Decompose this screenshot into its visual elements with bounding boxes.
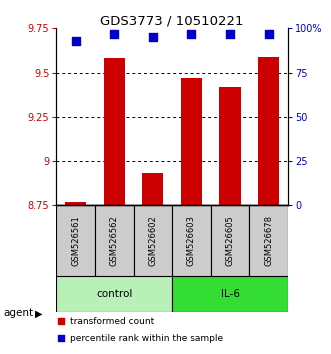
Text: GSM526603: GSM526603 (187, 215, 196, 266)
Text: ▶: ▶ (35, 308, 43, 318)
Point (58, 335, 64, 341)
Title: GDS3773 / 10510221: GDS3773 / 10510221 (100, 14, 244, 27)
Bar (258, 57, 279, 205)
Point (189, 31, 194, 36)
Text: GSM526561: GSM526561 (71, 215, 80, 266)
Point (73, 38, 78, 44)
Bar (95, 205, 133, 276)
Bar (65, 202, 86, 205)
Point (150, 34, 156, 40)
Bar (56, 205, 95, 276)
Bar (133, 205, 172, 276)
Bar (142, 173, 164, 205)
Bar (219, 87, 241, 205)
Text: control: control (96, 289, 132, 299)
Bar (104, 58, 125, 205)
Text: IL-6: IL-6 (220, 289, 240, 299)
Text: agent: agent (3, 308, 33, 318)
Text: transformed count: transformed count (70, 317, 155, 326)
Text: GSM526678: GSM526678 (264, 215, 273, 266)
Bar (56, 276, 172, 312)
Text: GSM526602: GSM526602 (148, 215, 157, 266)
Bar (249, 205, 288, 276)
Bar (172, 205, 211, 276)
Text: GSM526605: GSM526605 (225, 215, 235, 266)
Point (112, 31, 117, 36)
Text: GSM526562: GSM526562 (110, 215, 119, 266)
Bar (172, 276, 288, 312)
Point (266, 31, 271, 36)
Bar (211, 205, 249, 276)
Point (58, 319, 64, 324)
Bar (181, 78, 202, 205)
Text: percentile rank within the sample: percentile rank within the sample (70, 333, 223, 343)
Point (227, 31, 233, 36)
